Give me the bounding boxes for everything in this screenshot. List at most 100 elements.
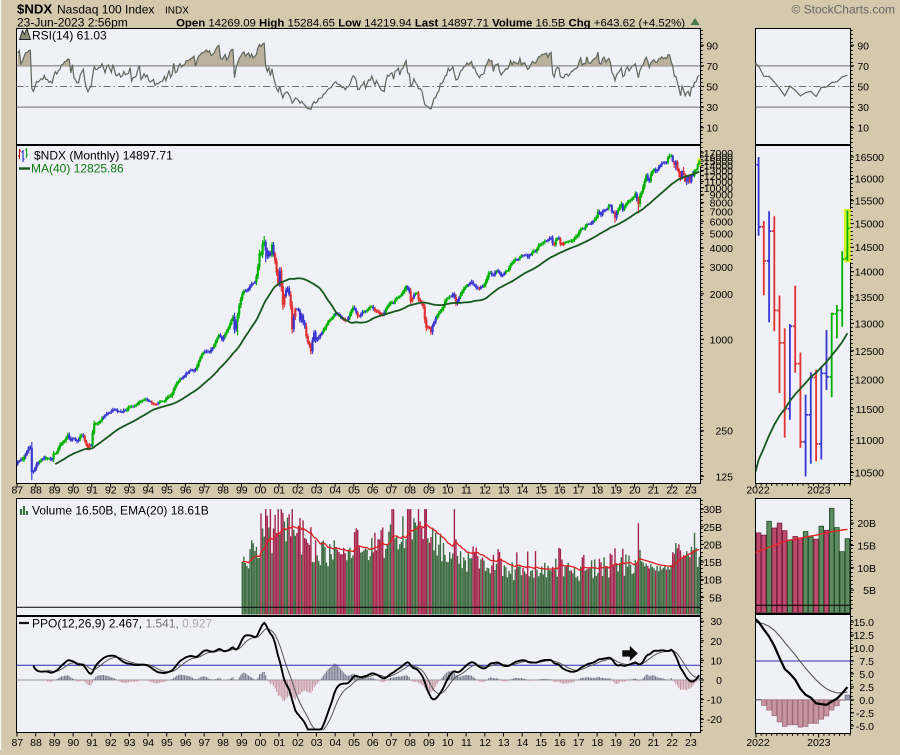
svg-text:92: 92 xyxy=(105,485,117,497)
svg-text:10.0: 10.0 xyxy=(854,643,875,655)
svg-text:93: 93 xyxy=(124,737,136,749)
svg-text:30: 30 xyxy=(706,102,718,114)
svg-text:14: 14 xyxy=(517,737,529,749)
svg-text:00: 00 xyxy=(255,737,267,749)
svg-text:50: 50 xyxy=(857,82,869,94)
svg-text:10B: 10B xyxy=(703,575,722,587)
svg-text:10B: 10B xyxy=(857,563,876,575)
svg-text:13: 13 xyxy=(498,737,510,749)
svg-text:03: 03 xyxy=(311,485,323,497)
svg-text:12: 12 xyxy=(479,737,491,749)
svg-text:97: 97 xyxy=(199,485,211,497)
svg-text:94: 94 xyxy=(142,737,154,749)
svg-text:98: 98 xyxy=(217,485,229,497)
svg-text:16500: 16500 xyxy=(855,152,884,164)
svg-text:16: 16 xyxy=(554,737,566,749)
svg-text:11: 11 xyxy=(461,737,472,749)
svg-text:16: 16 xyxy=(554,485,566,497)
svg-text:70: 70 xyxy=(857,61,869,73)
svg-text:07: 07 xyxy=(386,737,398,749)
svg-text:14: 14 xyxy=(517,485,529,497)
svg-text:5B: 5B xyxy=(709,592,722,604)
svg-text:3000: 3000 xyxy=(710,262,734,274)
svg-text:-2.5: -2.5 xyxy=(856,708,874,720)
svg-text:96: 96 xyxy=(180,485,192,497)
svg-text:15500: 15500 xyxy=(855,196,884,208)
svg-text:14000: 14000 xyxy=(855,267,884,279)
svg-text:95: 95 xyxy=(161,485,173,497)
svg-text:125: 125 xyxy=(715,471,733,483)
svg-text:95: 95 xyxy=(161,737,173,749)
svg-text:05: 05 xyxy=(348,737,360,749)
svg-text:2.5: 2.5 xyxy=(859,682,874,694)
svg-text:22: 22 xyxy=(666,737,678,749)
svg-text:87: 87 xyxy=(11,485,23,497)
svg-text:6000: 6000 xyxy=(710,216,734,228)
svg-text:10: 10 xyxy=(706,123,718,135)
svg-text:23: 23 xyxy=(685,737,697,749)
svg-text:89: 89 xyxy=(49,737,61,749)
svg-text:10: 10 xyxy=(857,123,869,135)
svg-text:02: 02 xyxy=(292,485,304,497)
svg-text:0: 0 xyxy=(716,675,722,687)
svg-text:-10: -10 xyxy=(707,695,722,707)
svg-text:90: 90 xyxy=(857,40,869,52)
svg-text:20B: 20B xyxy=(857,518,876,530)
svg-text:04: 04 xyxy=(330,485,342,497)
svg-text:7.5: 7.5 xyxy=(859,656,874,668)
svg-text:15B: 15B xyxy=(857,541,876,553)
svg-text:25B: 25B xyxy=(703,522,722,534)
svg-text:93: 93 xyxy=(124,485,136,497)
svg-text:22: 22 xyxy=(666,485,678,497)
svg-text:97: 97 xyxy=(199,737,211,749)
svg-text:16000: 16000 xyxy=(855,174,884,186)
svg-text:11000: 11000 xyxy=(856,435,885,447)
svg-text:15000: 15000 xyxy=(855,219,884,231)
svg-text:10: 10 xyxy=(442,485,454,497)
svg-text:15: 15 xyxy=(535,485,547,497)
svg-text:12.5: 12.5 xyxy=(854,630,875,642)
svg-text:© StockCharts.com: © StockCharts.com xyxy=(791,3,895,17)
svg-text:06: 06 xyxy=(367,485,379,497)
svg-text:07: 07 xyxy=(386,485,398,497)
svg-text:87: 87 xyxy=(11,737,23,749)
svg-text:94: 94 xyxy=(142,485,154,497)
svg-text:0.0: 0.0 xyxy=(859,695,874,707)
svg-text:90: 90 xyxy=(68,737,80,749)
svg-text:2000: 2000 xyxy=(710,289,734,301)
svg-text:250: 250 xyxy=(715,426,733,438)
svg-text:20B: 20B xyxy=(703,539,722,551)
svg-text:2022: 2022 xyxy=(746,737,770,749)
svg-text:08: 08 xyxy=(404,737,416,749)
svg-text:2022: 2022 xyxy=(746,485,770,497)
svg-text:30: 30 xyxy=(710,616,722,628)
svg-text:92: 92 xyxy=(105,737,117,749)
svg-text:98: 98 xyxy=(217,737,229,749)
svg-text:2023: 2023 xyxy=(807,737,831,749)
svg-text:15: 15 xyxy=(535,737,547,749)
svg-text:18: 18 xyxy=(592,737,604,749)
svg-text:19: 19 xyxy=(610,485,622,497)
svg-text:04: 04 xyxy=(330,737,342,749)
svg-text:23-Jun-2023 2:56pm: 23-Jun-2023 2:56pm xyxy=(17,16,128,30)
svg-text:19: 19 xyxy=(610,737,622,749)
svg-text:08: 08 xyxy=(404,485,416,497)
svg-text:90: 90 xyxy=(68,485,80,497)
svg-text:30: 30 xyxy=(857,102,869,114)
svg-text:13000: 13000 xyxy=(855,318,884,330)
svg-text:50: 50 xyxy=(706,82,718,94)
svg-text:03: 03 xyxy=(311,737,323,749)
svg-text:20: 20 xyxy=(710,636,722,648)
svg-text:12500: 12500 xyxy=(855,346,884,358)
svg-text:09: 09 xyxy=(423,485,435,497)
svg-text:09: 09 xyxy=(423,737,435,749)
svg-text:Volume 16.50B, EMA(20) 18.61B: Volume 16.50B, EMA(20) 18.61B xyxy=(32,504,209,518)
svg-text:11: 11 xyxy=(461,485,472,497)
svg-text:10500: 10500 xyxy=(855,468,884,480)
svg-text:21: 21 xyxy=(648,737,660,749)
svg-text:5B: 5B xyxy=(863,585,876,597)
svg-text:10: 10 xyxy=(442,737,454,749)
svg-text:PPO(12,26,9) 2.467, 1.541, 0.9: PPO(12,26,9) 2.467, 1.541, 0.927 xyxy=(32,617,213,631)
svg-text:RSI(14) 61.03: RSI(14) 61.03 xyxy=(32,29,107,43)
svg-text:99: 99 xyxy=(236,485,248,497)
